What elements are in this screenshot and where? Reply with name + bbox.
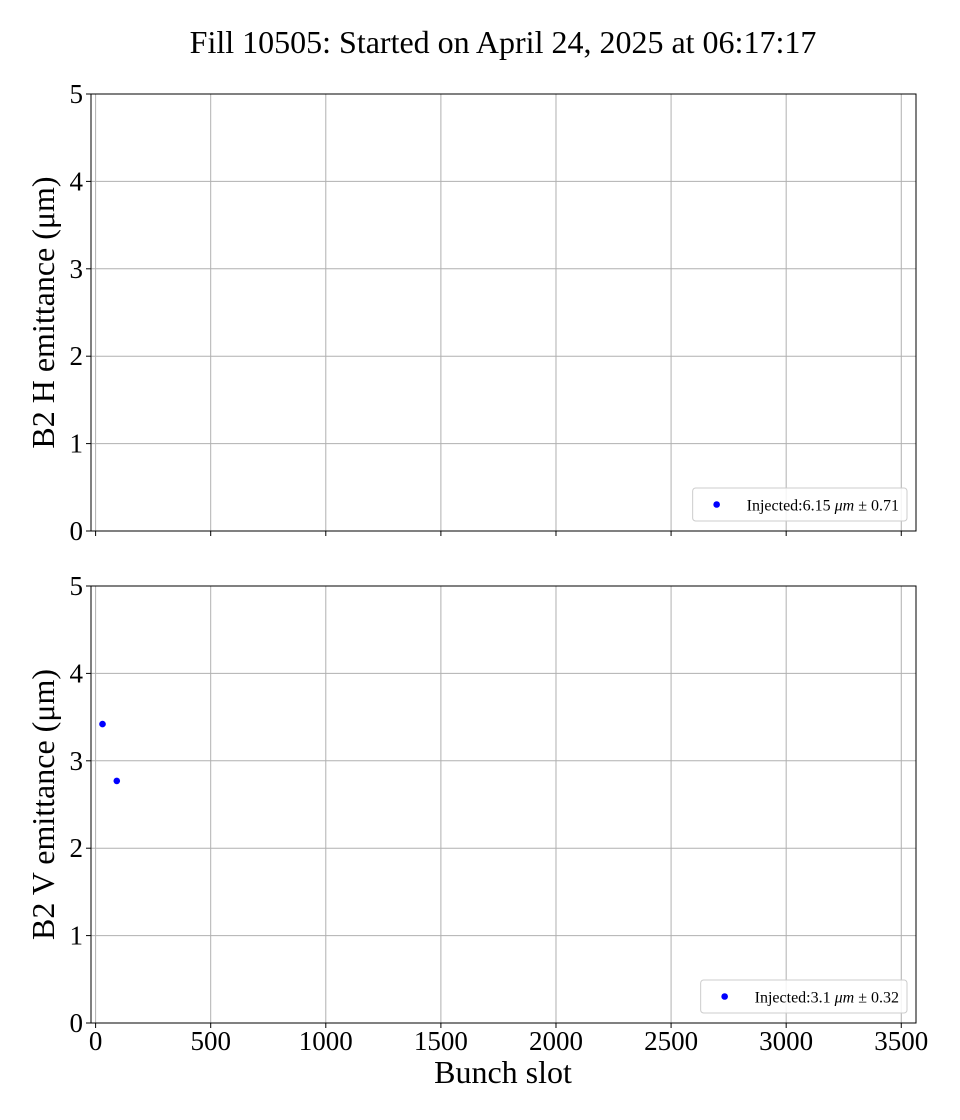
legend-box <box>700 979 908 1014</box>
y-tick-label: 4 <box>70 658 84 688</box>
legend-suffix: ± 0.71 <box>854 498 899 515</box>
legend-prefix: Injected:6.15 <box>747 498 835 515</box>
y-tick-label: 2 <box>70 341 84 371</box>
data-point <box>99 720 106 728</box>
plot-frame <box>90 93 917 532</box>
data-point <box>113 777 121 785</box>
panels: 0 1 2 3 4 5 B2 H emittance (μm) Injected:6.15 μ… <box>25 79 928 1056</box>
legend-label: Injected:6.15 μm ± 0.71 <box>747 498 899 515</box>
panel-1: 0 1 2 3 4 5 B2 H emittance (μm) Injected:6.15 μ… <box>25 79 917 546</box>
legend-marker <box>721 993 728 1000</box>
y-tick-label: 0 <box>70 1008 84 1038</box>
y-tick-label: 5 <box>70 79 84 109</box>
y-tick-label: 1 <box>70 429 84 459</box>
x-tick-label: 2500 <box>644 1026 698 1056</box>
y-tick-label: 5 <box>70 571 84 601</box>
legend-label: Injected:3.1 μm ± 0.32 <box>755 990 899 1007</box>
legend-unit: μm <box>834 990 855 1007</box>
x-tick-label: 3000 <box>759 1026 813 1056</box>
y-axis-label: B2 H emittance (μm) <box>25 176 61 448</box>
legend-suffix: ± 0.32 <box>854 990 899 1007</box>
x-tick-label: 1000 <box>299 1026 353 1056</box>
legend-unit: μm <box>834 498 855 515</box>
y-tick-label: 1 <box>70 921 84 951</box>
x-tick-label: 3500 <box>874 1026 928 1056</box>
x-tick-label: 1500 <box>414 1026 468 1056</box>
y-tick-label: 2 <box>70 833 84 863</box>
panel-2: 0 500 1000 1500 2000 2500 3000 3500 0 1 2 3 4 5 B2 V e… <box>25 571 928 1056</box>
y-tick-label: 0 <box>70 516 84 546</box>
x-axis-label: Bunch slot <box>434 1054 572 1090</box>
legend-marker <box>713 501 720 508</box>
chart-title: Fill 10505: Started on April 24, 2025 at… <box>190 24 817 60</box>
x-tick-label: 2000 <box>529 1026 583 1056</box>
y-tick-label: 3 <box>70 254 84 284</box>
legend-prefix: Injected:3.1 <box>755 990 835 1007</box>
y-tick-label: 4 <box>70 166 84 196</box>
y-tick-label: 3 <box>70 746 84 776</box>
x-tick-label: 500 <box>190 1026 231 1056</box>
x-tick-label: 0 <box>89 1026 103 1056</box>
plot-frame <box>90 585 917 1024</box>
y-axis-label: B2 V emittance (μm) <box>25 669 61 940</box>
legend-box <box>692 487 908 522</box>
